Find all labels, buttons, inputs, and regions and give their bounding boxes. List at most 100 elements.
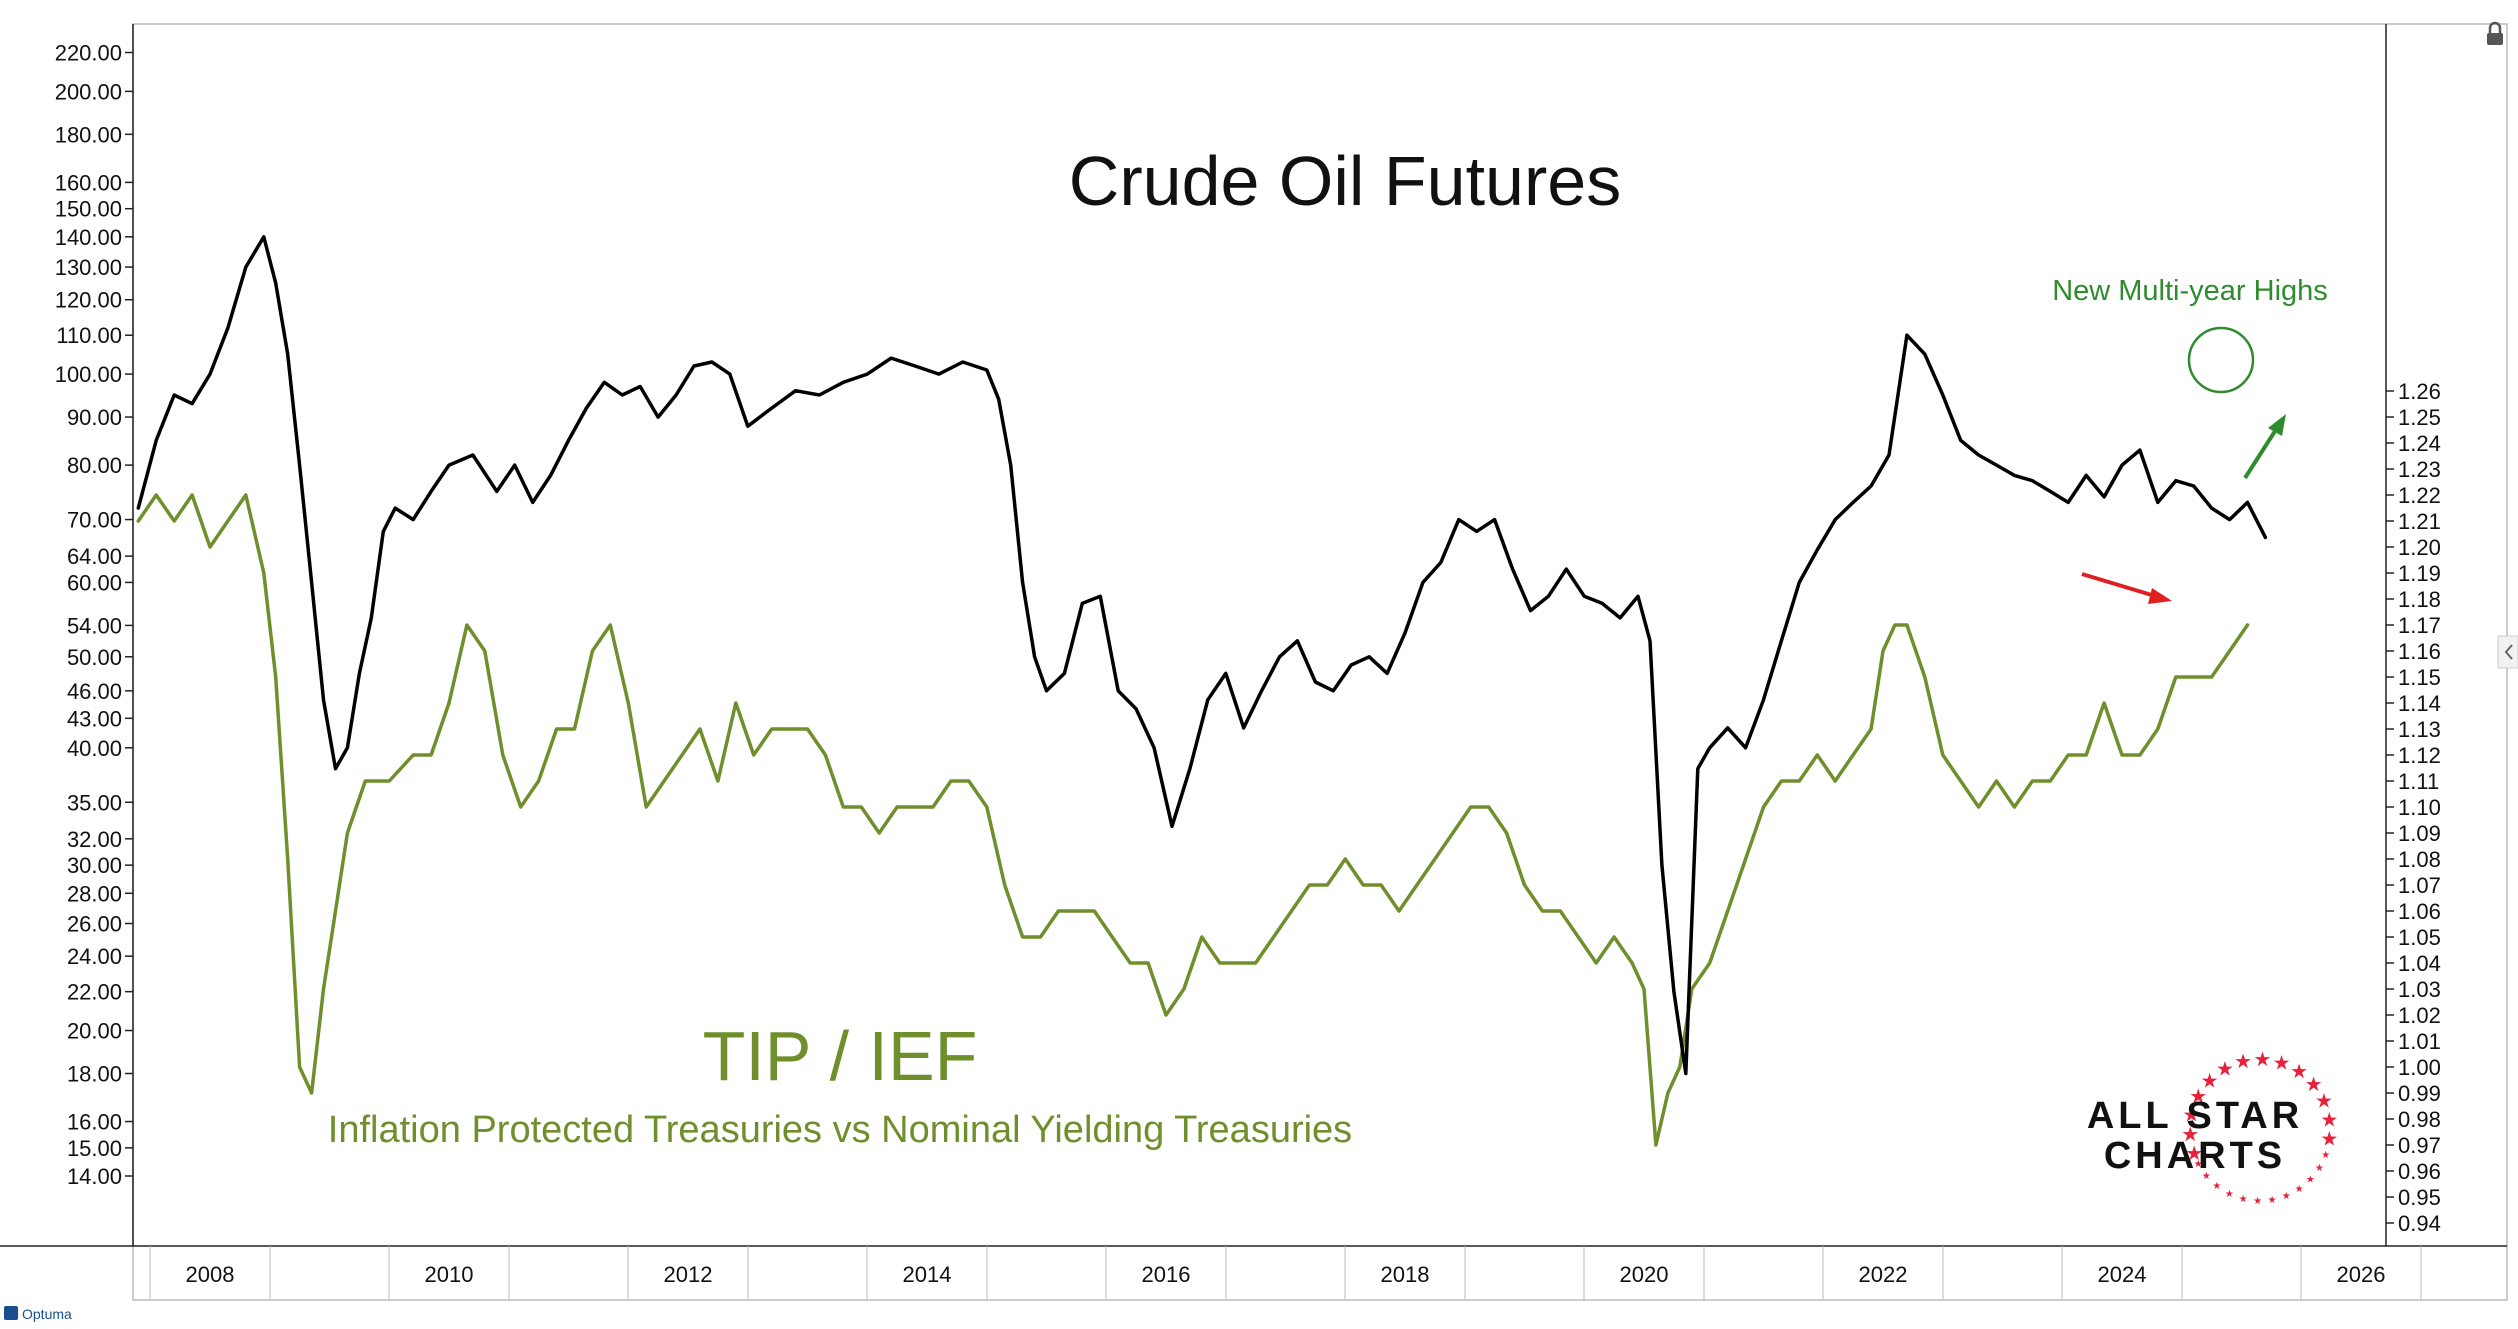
right-tick-label: 1.19 — [2398, 561, 2441, 586]
logo-star-ring: ★★★★★★ ★ ★ ★ ★★★★★★★★★★★★★★★★★ — [2181, 1049, 2338, 1207]
right-tick-label: 1.03 — [2398, 977, 2441, 1002]
logo-star: ★ — [2320, 1129, 2338, 1151]
x-tick-label: 2016 — [1142, 1262, 1191, 1287]
right-tick-label: 1.11 — [2398, 769, 2439, 794]
optuma-watermark: Optuma — [4, 1306, 72, 1322]
series-subtitle: Inflation Protected Treasuries vs Nomina… — [328, 1109, 1352, 1151]
left-tick-label: 14.00 — [67, 1164, 122, 1189]
left-tick-label: 20.00 — [67, 1019, 122, 1044]
right-tick-label: 1.16 — [2398, 639, 2441, 664]
logo-star-small: ★ — [2194, 1159, 2203, 1170]
crude-oil-line — [136, 235, 2268, 1076]
logo-star: ★ — [2290, 1061, 2308, 1083]
right-tick-label: 1.15 — [2398, 665, 2441, 690]
right-tick-label: 1.05 — [2398, 925, 2441, 950]
logo-text-line1: ALL STAR — [2087, 1095, 2303, 1137]
left-tick-label: 200.00 — [55, 79, 122, 104]
optuma-label: Optuma — [22, 1306, 72, 1322]
right-tick-label: 1.14 — [2398, 691, 2441, 716]
x-tick-label: 2008 — [186, 1262, 235, 1287]
right-tick-label: 0.98 — [2398, 1107, 2441, 1132]
x-tick-label: 2014 — [903, 1262, 952, 1287]
right-tick-label: 1.02 — [2398, 1003, 2441, 1028]
all-star-charts-logo: ★★★★★★ ★ ★ ★ ★★★★★★★★★★★★★★★★★ ALL STAR CHAR… — [2087, 1049, 2338, 1207]
right-tick-label: 0.94 — [2398, 1211, 2441, 1236]
tip-ief-line — [136, 493, 2250, 1147]
left-tick-label: 40.00 — [67, 736, 122, 761]
logo-star-small: ★ — [2306, 1175, 2315, 1186]
right-tick-label: 1.08 — [2398, 847, 2441, 872]
logo-star-small: ★ — [2212, 1181, 2221, 1192]
right-tick-label: 1.06 — [2398, 899, 2441, 924]
left-tick-label: 15.00 — [67, 1136, 122, 1161]
series-title-tip-ief: TIP / IEF — [703, 1017, 978, 1095]
logo-star-small: ★ — [2315, 1163, 2324, 1174]
x-axis-ticks: 2008 2010 2012 2014 2016 2018 2020 2022 2024 2026 — [149, 1246, 2422, 1300]
logo-star: ★ — [2183, 1104, 2201, 1126]
right-tick-label: 1.21 — [2398, 509, 2441, 534]
left-tick-label: 32.00 — [67, 827, 122, 852]
left-tick-label: 150.00 — [55, 197, 122, 222]
logo-star-small: ★ — [2268, 1195, 2277, 1206]
right-tick-label: 1.00 — [2398, 1055, 2441, 1080]
logo-star: ★ — [2273, 1052, 2291, 1074]
left-tick-label: 35.00 — [67, 790, 122, 815]
left-tick-label: 110.00 — [56, 323, 122, 348]
chevron-left-icon[interactable] — [2497, 635, 2518, 669]
logo-star: ★ — [2201, 1070, 2219, 1092]
right-axis-ticks: 1.261.251.241.231.221.211.201.191.181.17… — [2386, 379, 2441, 1236]
x-tick-label: 2010 — [425, 1262, 474, 1287]
logo-star-small: ★ — [2295, 1184, 2304, 1195]
series-layer — [136, 235, 2268, 1147]
red-down-arrow — [2081, 572, 2172, 604]
left-tick-label: 80.00 — [67, 453, 122, 478]
logo-text-line2: CHARTS — [2104, 1135, 2286, 1177]
green-up-arrow — [2243, 414, 2286, 480]
right-tick-label: 1.13 — [2398, 717, 2441, 742]
x-tick-label: 2022 — [1859, 1262, 1908, 1287]
left-tick-label: 64.00 — [67, 544, 122, 569]
right-tick-label: 1.24 — [2398, 431, 2441, 456]
right-tick-label: 1.17 — [2398, 613, 2441, 638]
left-tick-label: 16.00 — [67, 1110, 122, 1135]
left-tick-label: 30.00 — [67, 853, 122, 878]
x-tick-label: 2024 — [2098, 1262, 2147, 1287]
right-tick-label: 1.12 — [2398, 743, 2441, 768]
logo-star-small: ★ — [2253, 1196, 2262, 1207]
x-tick-label: 2018 — [1381, 1262, 1430, 1287]
logo-star-small: ★ — [2225, 1189, 2234, 1200]
right-tick-label: 1.04 — [2398, 951, 2441, 976]
right-tick-label: 1.10 — [2398, 795, 2441, 820]
left-tick-label: 28.00 — [67, 881, 122, 906]
right-tick-label: 1.18 — [2398, 587, 2441, 612]
left-tick-label: 90.00 — [67, 405, 122, 430]
logo-star: ★ — [2320, 1109, 2338, 1131]
right-tick-label: 0.96 — [2398, 1159, 2441, 1184]
left-tick-label: 180.00 — [55, 122, 122, 147]
left-tick-label: 18.00 — [67, 1061, 122, 1086]
chart-title: Crude Oil Futures — [1069, 142, 1621, 220]
annotation-highlight-circle — [2187, 326, 2255, 394]
x-tick-label: 2012 — [664, 1262, 713, 1287]
right-tick-label: 0.97 — [2398, 1133, 2441, 1158]
logo-star: ★ — [2305, 1074, 2323, 1096]
left-tick-label: 60.00 — [67, 570, 122, 595]
right-tick-label: 1.01 — [2398, 1029, 2441, 1054]
logo-star: ★ — [2185, 1143, 2203, 1165]
logo-star-small: ★ — [2239, 1194, 2248, 1205]
left-tick-label: 54.00 — [67, 613, 122, 638]
logo-star-small: ★ — [2282, 1191, 2291, 1202]
left-tick-label: 22.00 — [67, 980, 122, 1005]
left-tick-label: 43.00 — [67, 706, 122, 731]
right-tick-label: 0.95 — [2398, 1185, 2441, 1210]
lock-icon[interactable] — [2487, 21, 2503, 45]
left-tick-label: 130.00 — [55, 255, 122, 280]
right-tick-label: 0.99 — [2398, 1081, 2441, 1106]
logo-star: ★ — [2181, 1124, 2199, 1146]
left-tick-label: 100.00 — [55, 362, 122, 387]
logo-star: ★ — [2315, 1091, 2333, 1113]
logo-star: ★ — [2253, 1049, 2271, 1071]
left-tick-label: 160.00 — [55, 170, 122, 195]
